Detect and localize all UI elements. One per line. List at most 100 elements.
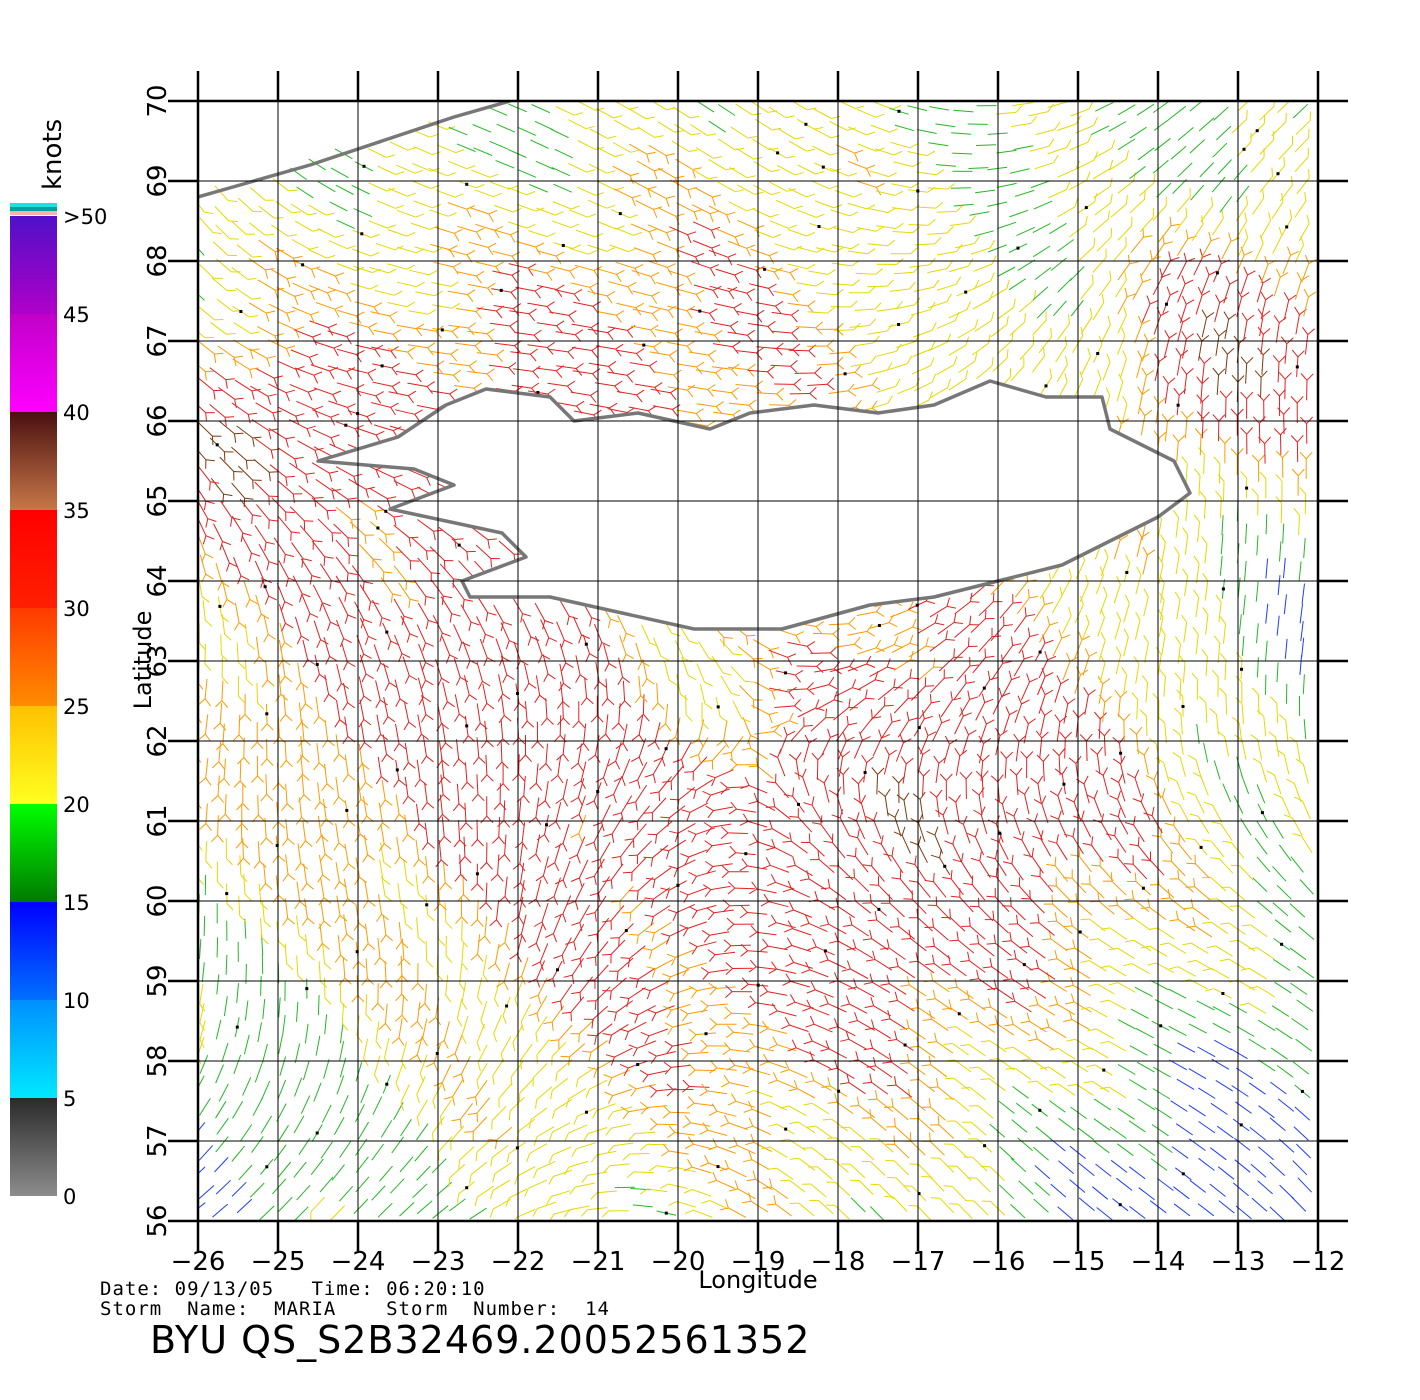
wind-vector: [359, 544, 382, 569]
wind-vector: [522, 618, 540, 646]
wind-vector: [897, 377, 921, 395]
wind-vector: [402, 656, 418, 684]
wind-vector: [863, 973, 891, 994]
wind-vector: [797, 209, 825, 218]
wind-vector: [416, 714, 429, 743]
wind-vector: [676, 322, 705, 335]
wind-vector: [218, 420, 244, 443]
wind-vector: [693, 284, 722, 299]
wind-vector: [393, 480, 421, 499]
wind-vector: [974, 311, 995, 332]
wind-vector: [927, 261, 953, 274]
wind-vector: [1099, 655, 1106, 683]
wind-vector: [338, 596, 357, 624]
longitude-tick-label: −12: [1291, 1247, 1346, 1277]
wind-vector: [278, 604, 294, 632]
wind-vector: [752, 639, 780, 659]
wind-vector: [1257, 1146, 1274, 1161]
wind-vector: [471, 169, 499, 178]
wind-vector: [417, 519, 443, 541]
wind-vector: [1160, 889, 1186, 911]
wind-vector: [1173, 1203, 1191, 1217]
wind-vector: [517, 126, 537, 136]
wind-vector: [1217, 159, 1232, 175]
wind-vector: [587, 1059, 615, 1079]
wind-vector: [629, 967, 656, 989]
wind-vector: [786, 856, 813, 877]
wind-vector: [243, 580, 258, 608]
wind-vector: [292, 306, 320, 324]
wind-vector: [645, 867, 672, 889]
wind-vector: [1142, 546, 1156, 575]
wind-vector: [394, 679, 408, 708]
wind-vector: [1029, 959, 1056, 980]
wind-vector: [448, 322, 476, 336]
wind-vector: [330, 1205, 345, 1221]
wind-vector: [456, 143, 476, 152]
wind-vector: [585, 964, 609, 989]
wind-vector: [840, 1126, 866, 1141]
wind-vector: [549, 1024, 573, 1049]
wind-vector: [330, 167, 349, 179]
wind-vector: [890, 141, 918, 149]
wind-vector: [756, 387, 785, 401]
wind-vector: [492, 1058, 505, 1085]
wind-vector: [1040, 368, 1052, 395]
wind-vector: [930, 1197, 955, 1214]
wind-vector: [1170, 800, 1190, 823]
wind-vector: [947, 978, 974, 1000]
wind-vector: [658, 703, 672, 732]
wind-vector: [753, 161, 780, 173]
wind-vector: [995, 105, 1023, 115]
wind-vector: [454, 694, 467, 723]
wind-vector: [1278, 844, 1292, 862]
wind-vector: [1163, 329, 1177, 358]
wind-vector: [695, 367, 724, 381]
wind-vector: [1087, 1028, 1114, 1040]
wind-vector: [990, 774, 1004, 802]
wind-vector: [1078, 1197, 1095, 1211]
wind-vector: [362, 880, 376, 909]
wind-vector: [333, 523, 358, 547]
wind-vector: [534, 602, 554, 630]
wind-vector: [1205, 988, 1232, 999]
axis-ticks: [168, 71, 1348, 1251]
wind-vector: [802, 1147, 828, 1161]
wind-vector: [554, 148, 574, 159]
wind-vector: [565, 924, 585, 951]
wind-vector: [1213, 456, 1221, 484]
wind-vector: [531, 943, 549, 971]
wind-vector: [576, 186, 604, 196]
wind-vector: [672, 106, 700, 119]
wind-vector: [489, 899, 503, 928]
wind-vector: [198, 465, 220, 491]
wind-vector: [269, 464, 295, 486]
wind-vector: [1129, 836, 1152, 862]
wind-vector: [769, 749, 786, 777]
wind-vector: [1217, 1166, 1235, 1180]
wind-vector: [381, 875, 393, 902]
iceland-coastline: [316, 379, 1192, 631]
wind-vector: [1117, 172, 1136, 194]
wind-vector: [595, 107, 623, 119]
wind-vector: [676, 361, 705, 375]
wind-vector: [829, 932, 856, 952]
wind-vector: [709, 1060, 737, 1074]
wind-vector: [1036, 303, 1052, 319]
wind-vector: [1233, 335, 1247, 364]
wind-vector: [1129, 190, 1146, 214]
wind-vector: [1133, 656, 1140, 684]
wind-vector: [299, 683, 313, 712]
wind-vector: [355, 1062, 363, 1082]
wind-vector: [709, 1017, 737, 1031]
latitude-tick-label: 58: [143, 1044, 173, 1077]
wind-vector: [965, 1200, 989, 1216]
wind-vector: [629, 922, 655, 944]
wind-vector: [1249, 1127, 1266, 1141]
wind-vector: [1052, 748, 1066, 776]
wind-vector: [1240, 471, 1249, 499]
wind-vector: [725, 962, 753, 975]
wind-vector: [573, 301, 601, 314]
wind-vector: [373, 644, 389, 672]
wind-vector: [1271, 1005, 1290, 1017]
